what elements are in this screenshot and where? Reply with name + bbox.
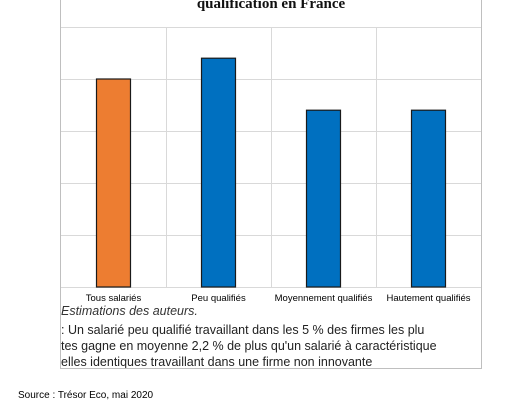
x-tick-label: Hautement qualifiés: [387, 293, 471, 304]
bar-0: [95, 78, 132, 288]
chart-note: Estimations des auteurs.: [61, 304, 198, 318]
bar-3: [410, 109, 447, 288]
bar-1: [200, 57, 237, 288]
description-line-3: elles identiques travaillant dans une fi…: [61, 355, 373, 369]
chart-panel: qualification en France Tous salariés Peu…: [60, 0, 482, 369]
x-tick-label: Tous salariés: [86, 293, 142, 304]
x-tick-label: Moyennement qualifiés: [275, 293, 373, 304]
chart-title: qualification en France: [196, 0, 346, 12]
bar-chart: Tous salariés Peu qualifiés Moyennement qu…: [61, 27, 481, 304]
chart-description: : Un salarié peu qualifié travaillant da…: [61, 322, 479, 369]
x-tick-label: Peu qualifiés: [191, 293, 246, 304]
description-line-1: : Un salarié peu qualifié travaillant da…: [61, 323, 425, 337]
description-line-2: tes gagne en moyenne 2,2 % de plus qu'un…: [61, 339, 437, 353]
source-text: Source : Trésor Eco, mai 2020: [18, 390, 154, 401]
bar-2: [305, 109, 342, 288]
